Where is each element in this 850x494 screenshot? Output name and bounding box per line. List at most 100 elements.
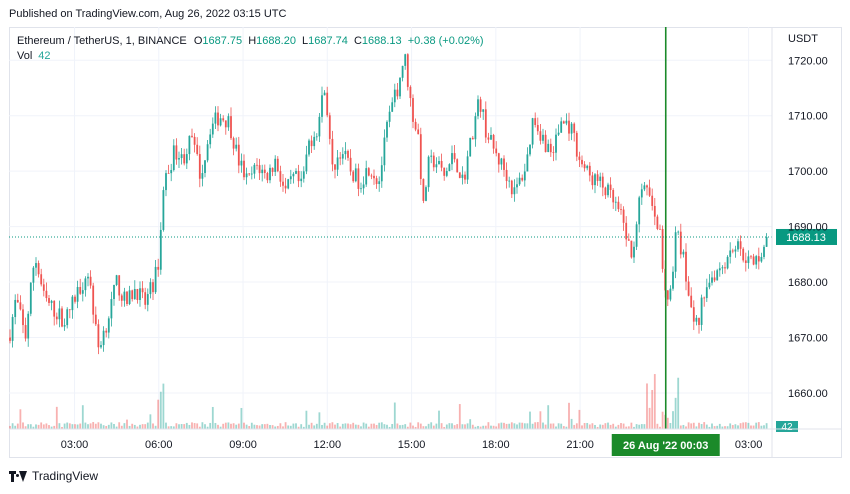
volume-bar — [118, 422, 121, 429]
volume-bar — [146, 422, 149, 429]
candle-body — [224, 120, 227, 128]
volume-bar — [685, 426, 687, 429]
candle-body — [734, 249, 737, 252]
volume-bar — [378, 422, 381, 429]
candle-body — [313, 136, 316, 147]
volume-bar — [347, 423, 349, 429]
volume-bar — [401, 424, 404, 429]
candle-body — [599, 176, 602, 181]
volume-bar — [646, 383, 648, 429]
candle-body — [497, 153, 500, 165]
volume-bar — [136, 426, 139, 429]
volume-bar — [542, 422, 544, 429]
volume-bar — [100, 423, 102, 429]
price-chart[interactable]: 1688.13 42 26 Aug '22 00:03 1720.00 1710.00… — [9, 27, 842, 458]
volume-bar — [204, 424, 206, 429]
candle-body — [518, 177, 521, 185]
volume-bar — [396, 423, 399, 429]
volume-bar — [11, 423, 14, 429]
candle-body — [48, 298, 50, 303]
candle-body — [289, 176, 292, 180]
volume-bar — [747, 422, 750, 429]
candle-body — [435, 164, 438, 168]
volume-bar — [409, 422, 412, 429]
candle-body — [711, 277, 713, 283]
volume-bar — [289, 425, 292, 429]
y-tick-label: 1700.00 — [788, 166, 828, 178]
volume-bar — [765, 423, 768, 429]
volume-bar — [14, 425, 17, 429]
volume-bar — [581, 425, 583, 429]
candle-body — [81, 290, 84, 294]
candle-body — [594, 174, 596, 186]
volume-bars — [9, 374, 768, 429]
volume-bar — [531, 423, 534, 429]
volume-bar — [731, 425, 734, 429]
candle-body — [430, 155, 433, 157]
candle-body — [240, 160, 243, 166]
volume-bar — [560, 423, 563, 429]
candle-body — [315, 136, 318, 138]
candle-body — [578, 156, 581, 160]
volume-bar — [360, 426, 362, 429]
candle-body — [243, 160, 245, 178]
candle-body — [274, 158, 277, 172]
candle-body — [477, 99, 479, 117]
candle-body — [417, 129, 420, 135]
candle-body — [705, 287, 708, 299]
candle-body — [456, 159, 459, 173]
high-value: 1688.20 — [256, 35, 296, 47]
candle-body — [256, 164, 258, 166]
candle-body — [591, 175, 594, 186]
volume-bar — [282, 426, 284, 429]
x-tick-label: 09:00 — [229, 439, 257, 451]
candle-body — [58, 308, 61, 320]
volume-bar — [24, 426, 27, 429]
candle-body — [380, 165, 383, 182]
volume-bar — [341, 423, 344, 429]
volume-bar — [734, 424, 737, 429]
volume-bar — [479, 426, 482, 429]
candle-body — [68, 309, 71, 311]
volume-bar — [497, 423, 500, 429]
candle-body — [755, 256, 758, 265]
volume-bar — [48, 425, 50, 429]
volume-bar — [271, 425, 274, 429]
candle-body — [721, 267, 724, 269]
candle-body — [149, 282, 152, 295]
volume-bar — [313, 425, 316, 429]
candle-body — [354, 168, 357, 182]
candle-body — [557, 132, 560, 135]
volume-bar — [594, 424, 596, 429]
candle-body — [250, 173, 253, 175]
candle-body — [107, 318, 110, 333]
volume-bar — [757, 422, 760, 429]
volume-bar — [482, 425, 485, 429]
y-tick-label: 1710.00 — [788, 111, 828, 123]
volume-bar — [362, 422, 365, 429]
volume-bar — [516, 424, 518, 429]
candle-body — [438, 160, 440, 165]
volume-bar — [573, 424, 576, 429]
candle-body — [674, 232, 677, 272]
candle-body — [339, 157, 342, 159]
volume-bar — [614, 426, 617, 429]
candle-body — [570, 123, 573, 134]
candle-body — [167, 173, 170, 174]
candle-body — [443, 167, 446, 176]
open-value: 1687.75 — [202, 35, 243, 47]
volume-bar — [544, 424, 547, 429]
y-tick-label: 1680.00 — [788, 277, 828, 289]
candle-body — [386, 121, 388, 138]
x-tick-label: 03:00 — [735, 439, 763, 451]
candle-body — [336, 157, 339, 170]
candle-body — [144, 292, 147, 305]
candle-body — [393, 89, 396, 103]
candle-body — [295, 171, 297, 174]
volume-bar — [170, 426, 173, 429]
candle-body — [45, 290, 48, 299]
candle-body — [302, 171, 305, 179]
volume-legend: Vol 42 — [17, 50, 51, 62]
candle-body — [440, 160, 443, 168]
volume-bar — [386, 424, 388, 429]
